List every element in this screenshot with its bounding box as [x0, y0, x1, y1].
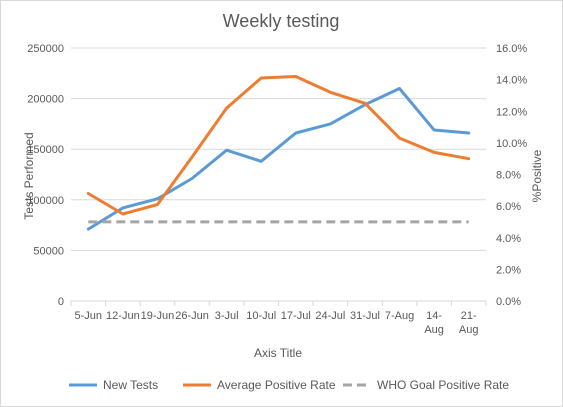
- x-axis-title: Axis Title: [254, 346, 302, 360]
- y2-tick-label: 0.0%: [496, 296, 521, 308]
- y-tick-label: 150000: [27, 144, 64, 156]
- left-axis-ticks: 0 50000 100000 150000 200000 250000: [27, 43, 64, 308]
- y2-tick-label: 14.0%: [496, 75, 527, 87]
- y2-axis-title: %Positive: [530, 149, 544, 202]
- y2-tick-label: 10.0%: [496, 138, 527, 150]
- x-tick-label: 31-Jul: [350, 310, 380, 322]
- x-tick-label: 7-Aug: [385, 310, 414, 322]
- chart-title: Weekly testing: [223, 11, 340, 31]
- y2-tick-label: 16.0%: [496, 43, 527, 55]
- x-tick-label: 14-Aug: [424, 310, 444, 336]
- y-tick-label: 200000: [27, 94, 64, 106]
- x-tick-label: 10-Jul: [246, 310, 276, 322]
- series-layer: [86, 75, 471, 231]
- x-tick-label: 24-Jul: [315, 310, 345, 322]
- y2-tick-label: 6.0%: [496, 201, 521, 213]
- gridlines: [71, 47, 486, 251]
- legend-label: Average Positive Rate: [217, 378, 336, 392]
- y-tick-label: 0: [58, 296, 64, 308]
- legend-label: WHO Goal Positive Rate: [377, 378, 509, 392]
- y2-tick-label: 8.0%: [496, 170, 521, 182]
- legend: New Tests Average Positive Rate WHO Goal P…: [69, 378, 509, 392]
- y2-tick-label: 4.0%: [496, 233, 521, 245]
- right-axis-ticks: 0.0% 2.0% 4.0% 6.0% 8.0% 10.0% 12.0% 14.0% 16.0%: [496, 43, 527, 308]
- legend-label: New Tests: [103, 378, 158, 392]
- x-axis-ticks: 5-Jun 12-Jun 19-Jun 26-Jun 3-Jul 10-Jul 17-Jul…: [70, 301, 487, 336]
- x-tick-label: 17-Jul: [281, 310, 311, 322]
- y-tick-label: 100000: [27, 195, 64, 207]
- y2-tick-label: 12.0%: [496, 106, 527, 118]
- series-line-average-positive-rate: [86, 75, 471, 216]
- y-tick-label: 250000: [27, 43, 64, 55]
- y2-tick-label: 2.0%: [496, 264, 521, 276]
- y-axis-title: Tests Performed: [22, 132, 36, 219]
- x-tick-label: 12-Jun: [106, 310, 140, 322]
- x-tick-label: 26-Jun: [175, 310, 209, 322]
- x-tick-label: 3-Jul: [215, 310, 239, 322]
- x-tick-label: 19-Jun: [141, 310, 175, 322]
- y-tick-label: 50000: [33, 245, 64, 257]
- x-tick-label: 21-Aug: [459, 310, 479, 336]
- x-tick-label: 5-Jun: [75, 310, 103, 322]
- series-line-new-tests: [86, 87, 471, 231]
